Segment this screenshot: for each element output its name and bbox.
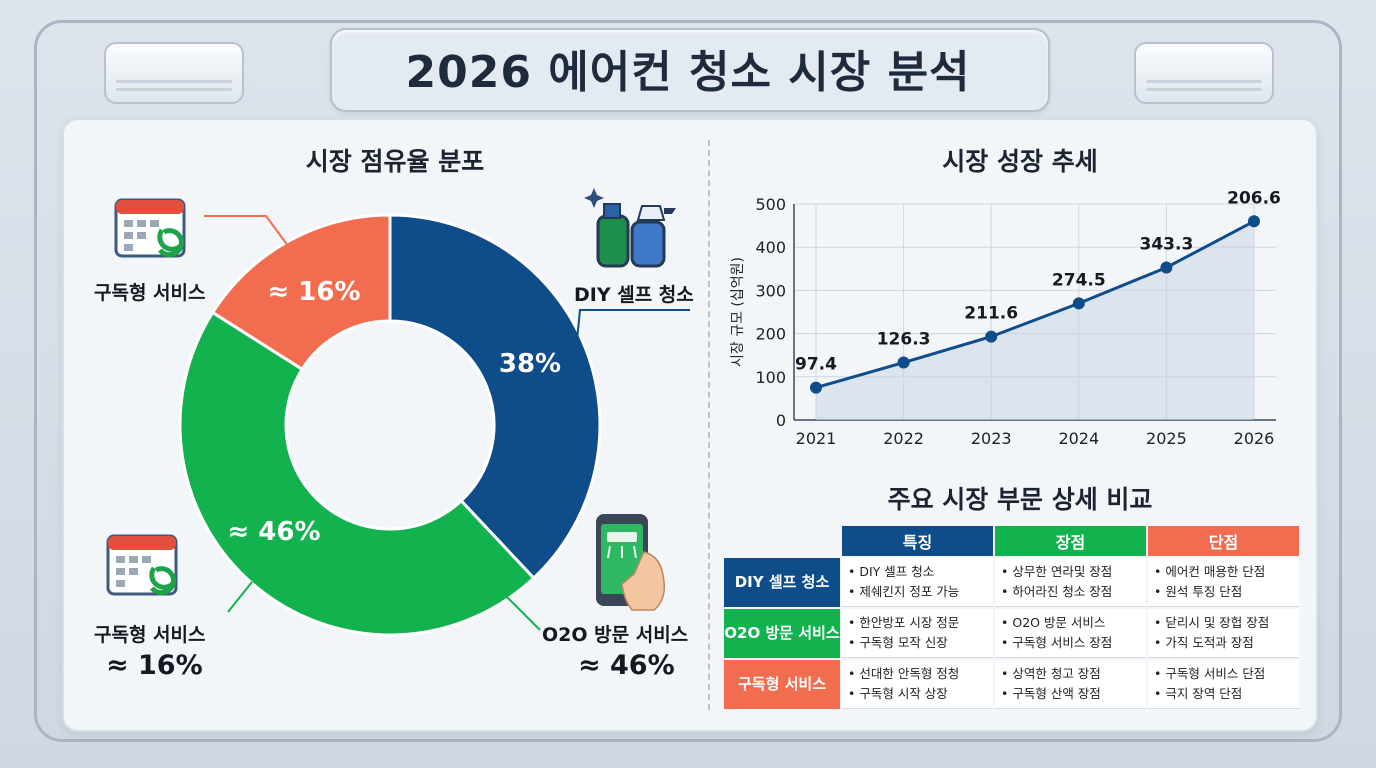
air-conditioner-icon (1134, 42, 1274, 104)
slice-label-o2o: ≈ 46% (227, 517, 320, 547)
title-plate (330, 28, 1050, 112)
donut-slice-o2o (178, 310, 536, 637)
y-axis-label: 시장 규모 (십억원) (730, 257, 746, 367)
share-section-title: 시장 점유율 분포 (305, 147, 485, 176)
data-label: 97.4 (795, 355, 837, 375)
share-donut-chart: 38% ≈ 46% ≈ 16% (178, 213, 690, 637)
x-tick-label: 2026 (1234, 429, 1275, 448)
table-row: 구독형 서비스 선대한 안독형 정청구독형 시작 상장 상역한 청고 장점구독형… (724, 660, 1299, 709)
diy-label: DIY 셀프 청소 (574, 284, 694, 306)
y-tick-label: 300 (755, 281, 786, 300)
donut-hole (288, 323, 492, 527)
calendar-refresh-icon (106, 534, 178, 596)
cell-cons: 구독형 서비스 단점극지 장역 단점 (1148, 660, 1299, 709)
callout-line-subscription-bottom (227, 581, 253, 613)
table-section-title: 주요 시장 부문 상세 비교 (887, 485, 1153, 514)
x-tick-label: 2022 (883, 429, 924, 448)
cell-features: DIY 셀프 청소제쉐킨지 정포 가능 (842, 558, 993, 607)
cell-cons: 에어컨 매용한 단점원석 투징 단점 (1148, 558, 1299, 607)
cell-line: 한안방포 시장 정문 (848, 613, 993, 633)
subscription-label-bottom: 구독형 서비스 (94, 624, 206, 646)
slice-label-subscription: ≈ 16% (267, 277, 360, 307)
data-point (1072, 297, 1085, 310)
cell-cons: 닫리시 및 장헙 장점가직 도적과 장점 (1148, 609, 1299, 658)
calendar-refresh-icon (114, 198, 186, 258)
y-tick-label: 500 (755, 195, 786, 214)
row-head-o2o: O2O 방문 서비스 (724, 609, 840, 658)
cell-line: 극지 장역 단점 (1154, 684, 1299, 704)
table-row: O2O 방문 서비스 한안방포 시장 정문구독형 모작 신장 O2O 방문 서비… (724, 609, 1299, 658)
cell-line: 구독형 서비스 장점 (1001, 633, 1146, 653)
growth-line-chart: 0 100 200 300 400 500 2021 2022 2023 2024 2025 2026… (730, 188, 1281, 448)
data-point (810, 381, 822, 394)
growth-series-line (815, 219, 1255, 390)
o2o-value: ≈ 46% (578, 650, 675, 681)
y-tick-label: 0 (776, 411, 786, 430)
x-tick-label: 2021 (796, 429, 837, 448)
cell-line: 원석 투징 단점 (1154, 582, 1299, 602)
corner-cell (724, 526, 840, 556)
data-point (1160, 261, 1173, 274)
cell-pros: 상무한 연라및 장점하어라진 청소 장점 (995, 558, 1146, 607)
callout-line-subscription-top (204, 215, 301, 263)
cell-line: 가직 도적과 장점 (1154, 633, 1299, 653)
cell-features: 한안방포 시장 정문구독형 모작 신장 (842, 609, 993, 658)
data-label: 343.3 (1140, 235, 1194, 255)
header-features: 특징 (842, 526, 993, 556)
outer-frame (34, 20, 1342, 742)
cell-line: DIY 셀프 청소 (848, 562, 993, 582)
cell-line: 구독형 모작 신장 (848, 633, 993, 653)
o2o-label: O2O 방문 서비스 (542, 624, 689, 646)
donut-slice-subscription (210, 213, 392, 372)
cell-line: O2O 방문 서비스 (1001, 613, 1146, 633)
spray-bottles-icon (584, 188, 676, 268)
y-tick-label: 400 (755, 238, 786, 257)
data-point (1248, 215, 1260, 228)
subscription-label-top: 구독형 서비스 (94, 282, 206, 304)
slice-label-diy: 38% (499, 349, 561, 379)
growth-section-title: 시장 성장 추세 (942, 147, 1098, 176)
cell-features: 선대한 안독형 정청구독형 시작 상장 (842, 660, 993, 709)
data-label: 206.6 (1227, 188, 1281, 208)
y-tick-label: 200 (755, 325, 786, 344)
air-conditioner-icon (104, 42, 244, 104)
data-label: 126.3 (877, 330, 931, 350)
callout-line-diy (569, 309, 690, 411)
callout-line-o2o (499, 589, 541, 631)
cell-line: 구독형 시작 상장 (848, 684, 993, 704)
cell-line: 상역한 청고 장점 (1001, 664, 1146, 684)
cell-line: 제쉐킨지 정포 가능 (848, 582, 993, 602)
cell-line: 상무한 연라및 장점 (1001, 562, 1146, 582)
cell-line: 닫리시 및 장헙 장점 (1154, 613, 1299, 633)
x-tick-label: 2025 (1146, 429, 1187, 448)
header-cons: 단점 (1148, 526, 1299, 556)
cell-line: 하어라진 청소 장점 (1001, 582, 1146, 602)
cell-line: 구독형 산액 장점 (1001, 684, 1146, 704)
cell-line: 에어컨 매용한 단점 (1154, 562, 1299, 582)
comparison-table: 특징 장점 단점 DIY 셀프 청소 DIY 셀프 청소제쉐킨지 정포 가능 상… (722, 524, 1301, 711)
x-tick-label: 2024 (1058, 429, 1099, 448)
data-label: 211.6 (964, 304, 1018, 324)
cell-line: 구독형 서비스 단점 (1154, 664, 1299, 684)
smartphone-app-icon (596, 514, 666, 611)
cell-line: 선대한 안독형 정청 (848, 664, 993, 684)
header-pros: 장점 (995, 526, 1146, 556)
row-head-subscription: 구독형 서비스 (724, 660, 840, 709)
donut-slice-diy (388, 213, 602, 581)
y-tick-label: 100 (755, 368, 786, 387)
page-title: 2026 에어컨 청소 시장 분석 (405, 47, 971, 98)
data-point (897, 356, 910, 369)
row-head-diy: DIY 셀프 청소 (724, 558, 840, 607)
section-divider (708, 140, 710, 710)
x-tick-label: 2023 (971, 429, 1012, 448)
table-row: DIY 셀프 청소 DIY 셀프 청소제쉐킨지 정포 가능 상무한 연라및 장점… (724, 558, 1299, 607)
subscription-value-bottom: ≈ 16% (106, 650, 203, 681)
data-label: 274.5 (1052, 270, 1106, 290)
data-point (985, 330, 998, 343)
